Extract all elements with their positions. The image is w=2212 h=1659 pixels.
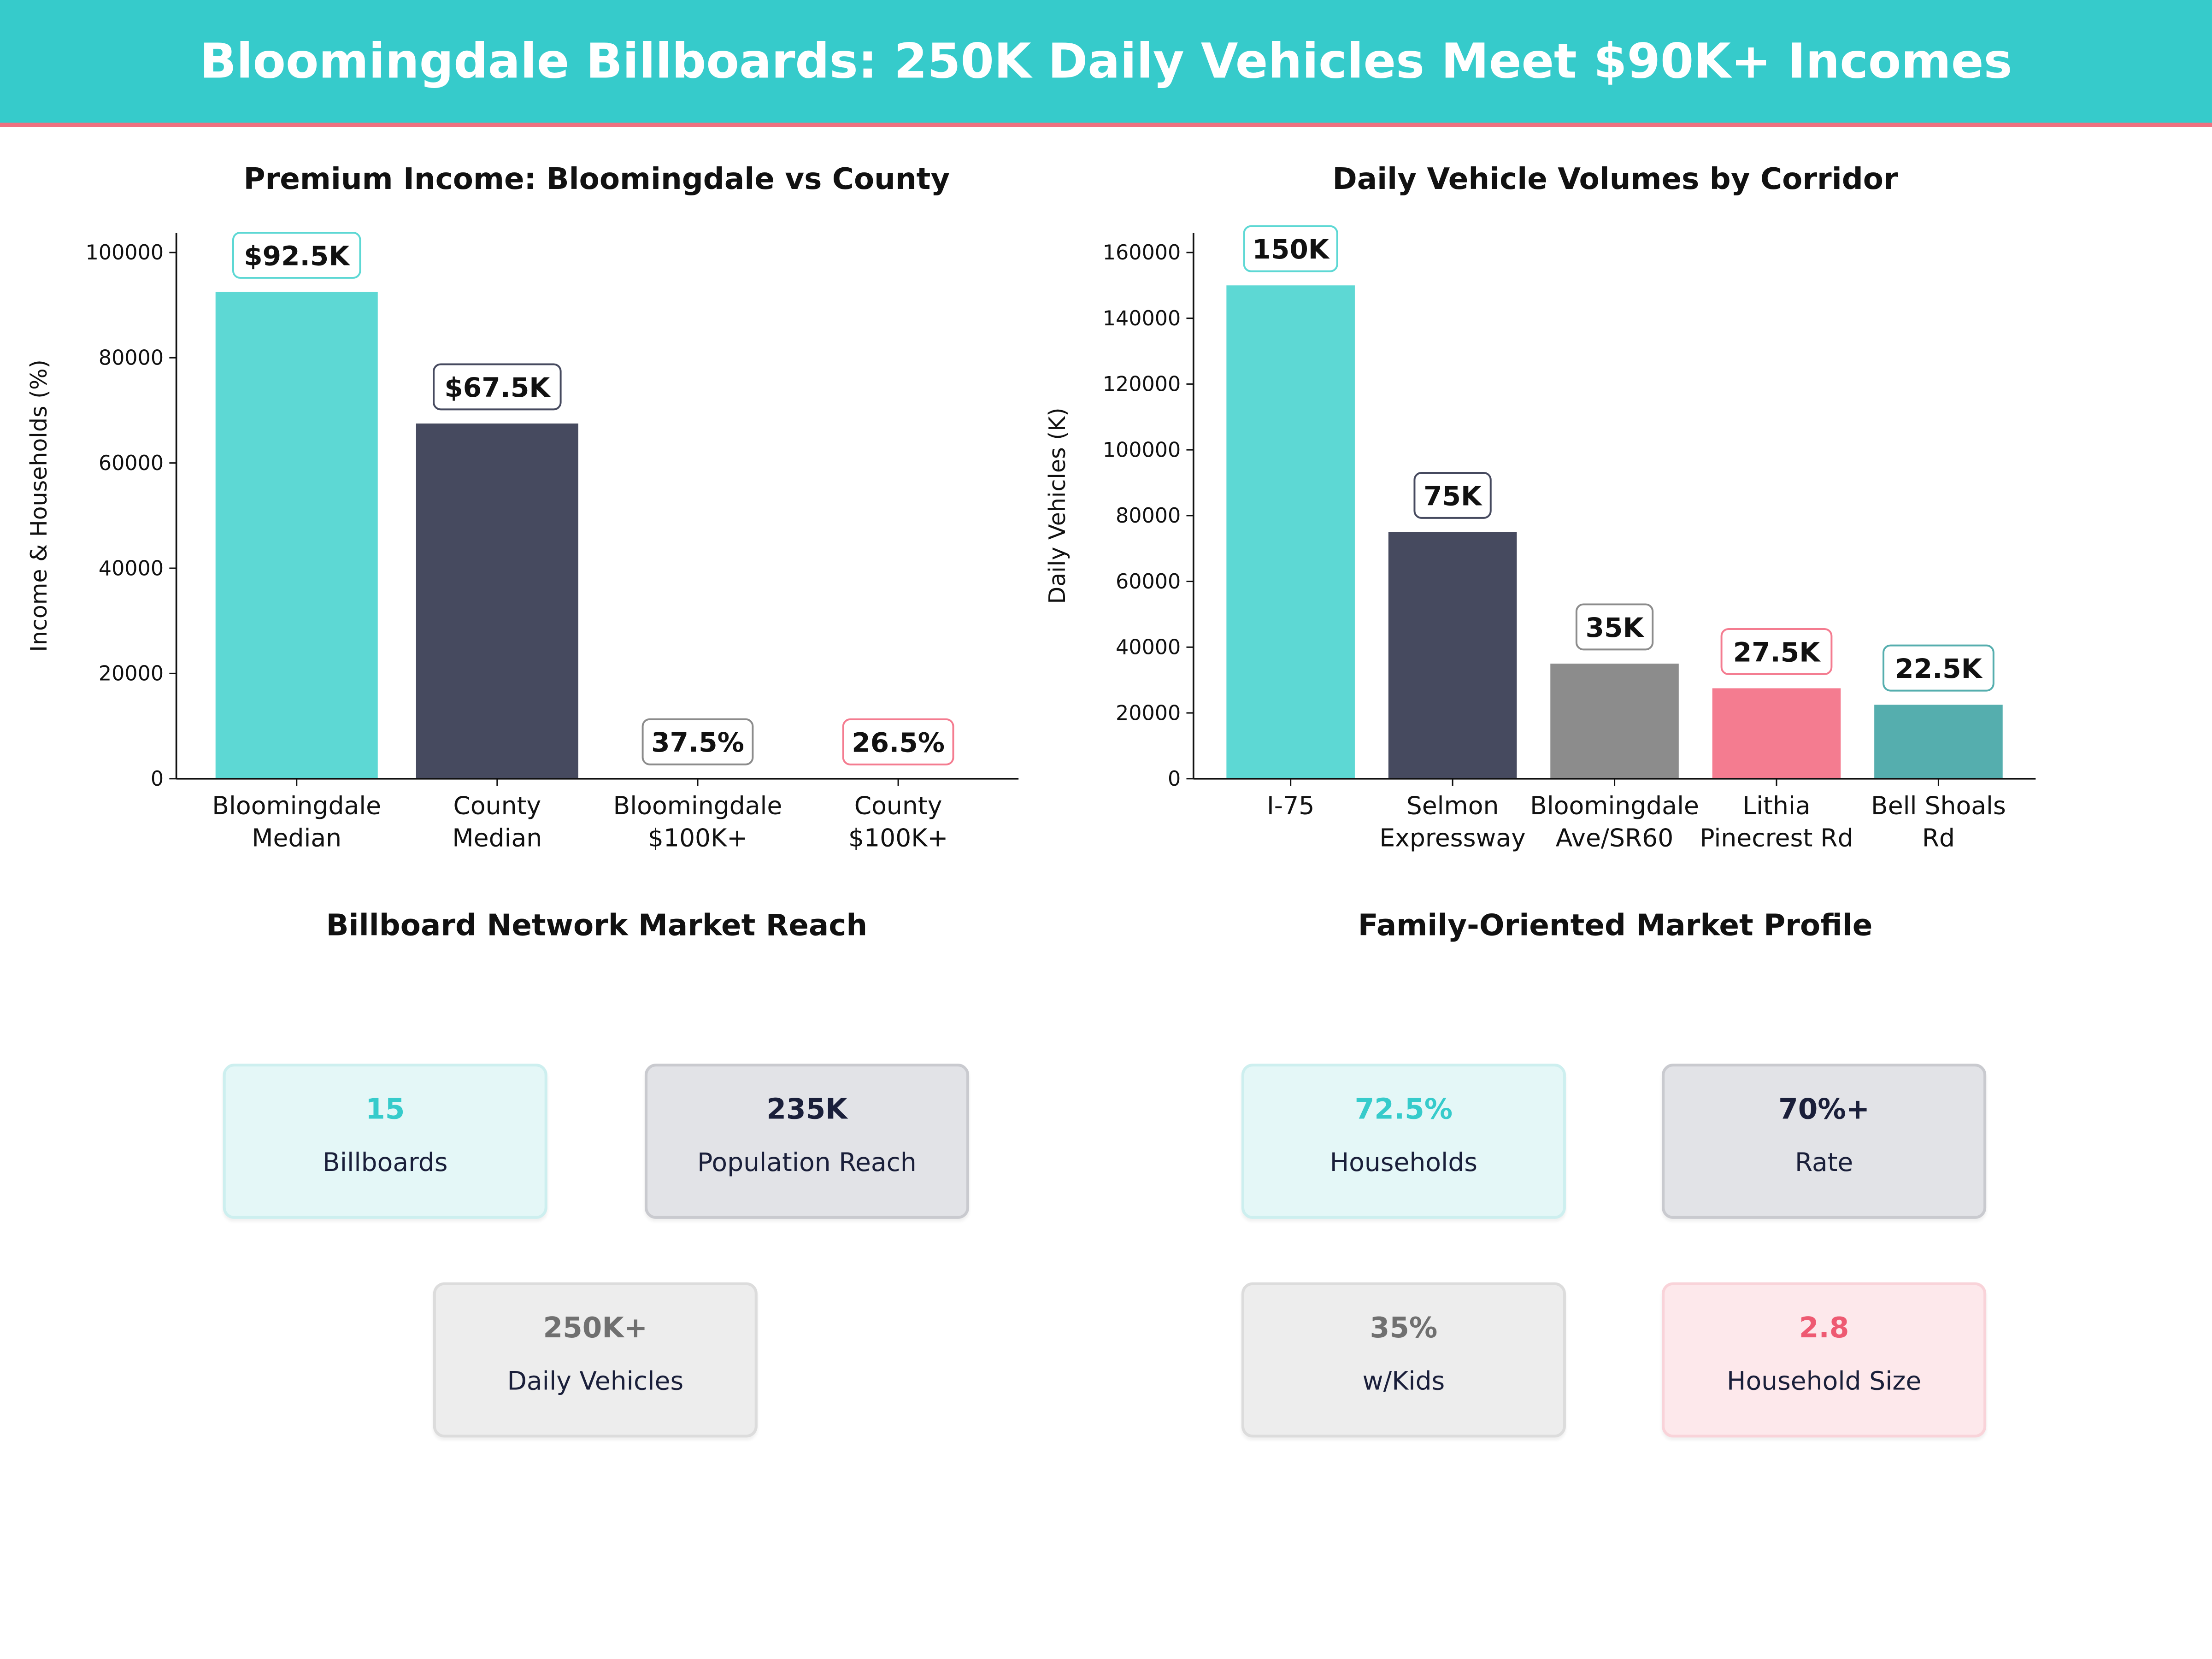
reach-card-population: 235K Population Reach <box>644 1064 970 1219</box>
profile-title: Family-Oriented Market Profile <box>1358 908 1873 942</box>
charts-canvas: $92.5K Bloomingdale Median $67.5K County Medi… <box>26 225 2036 853</box>
x-tick-label-1: Expressway <box>1379 824 1525 853</box>
profile-card-household-size: 2.8 Household Size <box>1662 1282 1987 1438</box>
card-value: 72.5% <box>1354 1092 1453 1126</box>
x-tick-label-2: Bloomingdale <box>1530 791 1699 820</box>
x-tick-label-3: $100K+ <box>848 824 948 853</box>
bar-0 <box>215 292 378 779</box>
bar-4 <box>1874 705 2003 779</box>
data-label-2: 37.5% <box>651 727 744 758</box>
card-value: 250K+ <box>543 1310 648 1345</box>
card-value: 2.8 <box>1799 1310 1849 1345</box>
x-tick-label-0: Median <box>252 824 341 853</box>
bar-0 <box>1226 285 1355 779</box>
card-value: 35% <box>1370 1310 1438 1345</box>
y-tick-label-6: 120000 <box>1103 373 1181 396</box>
x-tick-label-4: Rd <box>1922 824 1955 853</box>
y-tick-label-2: 40000 <box>1116 636 1181 659</box>
y-tick-label-7: 140000 <box>1103 307 1181 330</box>
profile-card-rate: 70%+ Rate <box>1662 1064 1987 1219</box>
y-tick-label-1: 20000 <box>1116 701 1181 725</box>
header-banner: Bloomingdale Billboards: 250K Daily Vehi… <box>0 0 2212 127</box>
bar-1 <box>416 424 578 779</box>
reach-card-billboards: 15 Billboards <box>223 1064 547 1219</box>
data-label-1: 75K <box>1424 480 1483 512</box>
card-label: Household Size <box>1727 1367 1922 1397</box>
data-label-box-2 <box>1575 603 1654 651</box>
y-tick-label-3: 60000 <box>1116 570 1181 594</box>
profile-card-households: 72.5% Households <box>1241 1064 1566 1219</box>
y-axis-label: Daily Vehicles (K) <box>1044 407 1071 604</box>
data-label-1: $67.5K <box>444 372 551 403</box>
card-label: Rate <box>1794 1148 1853 1178</box>
data-label-2: 35K <box>1586 612 1645 643</box>
y-tick-label-1: 20000 <box>99 662 164 686</box>
profile-card-kids: 35% w/Kids <box>1241 1282 1566 1438</box>
vehicle-chart-title: Daily Vehicle Volumes by Corridor <box>1332 162 1898 196</box>
x-tick-label-4: Bell Shoals <box>1871 791 2006 820</box>
x-tick-label-2: $100K+ <box>648 824 747 853</box>
x-tick-label-1: Median <box>452 824 542 853</box>
data-label-box-3 <box>842 718 954 765</box>
data-label-box-1 <box>433 363 562 411</box>
reach-card-vehicles: 250K+ Daily Vehicles <box>433 1282 758 1438</box>
card-label: Population Reach <box>697 1148 917 1178</box>
reach-title: Billboard Network Market Reach <box>326 908 868 942</box>
bar-1 <box>1388 532 1517 779</box>
card-label: Billboards <box>322 1148 448 1178</box>
x-tick-label-0: Bloomingdale <box>212 791 381 820</box>
x-tick-label-2: Ave/SR60 <box>1556 824 1674 853</box>
y-tick-label-5: 100000 <box>1103 438 1181 462</box>
card-label: w/Kids <box>1362 1367 1445 1397</box>
bar-2 <box>1550 663 1679 779</box>
x-tick-label-3: Lithia <box>1742 791 1810 820</box>
card-value: 15 <box>365 1092 405 1126</box>
y-tick-label-5: 100000 <box>86 241 164 265</box>
y-tick-label-0: 0 <box>1168 767 1181 791</box>
y-axis-label: Income & Households (%) <box>26 359 52 652</box>
card-label: Households <box>1330 1148 1478 1178</box>
x-tick-label-1: County <box>453 791 541 820</box>
bar-3 <box>1712 688 1841 779</box>
y-tick-label-3: 60000 <box>99 452 164 475</box>
data-label-box-0 <box>1243 225 1338 272</box>
y-tick-label-4: 80000 <box>99 347 164 370</box>
y-tick-label-2: 40000 <box>99 557 164 580</box>
x-tick-label-1: Selmon <box>1406 791 1499 820</box>
page-title: Bloomingdale Billboards: 250K Daily Vehi… <box>200 34 2012 90</box>
data-label-box-4 <box>1883 644 1994 692</box>
x-tick-label-3: County <box>854 791 942 820</box>
y-tick-label-4: 80000 <box>1116 504 1181 528</box>
data-label-box-3 <box>1720 628 1833 675</box>
card-label: Daily Vehicles <box>507 1367 684 1397</box>
data-label-0: $92.5K <box>244 240 350 271</box>
income-chart-title: Premium Income: Bloomingdale vs County <box>243 162 950 196</box>
card-value: 70%+ <box>1778 1092 1870 1126</box>
y-tick-label-8: 160000 <box>1103 241 1181 265</box>
x-tick-label-3: Pinecrest Rd <box>1700 824 1853 853</box>
x-tick-label-0: I-75 <box>1267 791 1314 820</box>
data-label-box-1 <box>1413 471 1492 519</box>
data-label-box-0 <box>232 231 361 279</box>
data-label-box-2 <box>641 718 754 765</box>
data-label-0: 150K <box>1252 234 1330 265</box>
data-label-3: 26.5% <box>852 727 945 758</box>
data-label-4: 22.5K <box>1895 653 1983 684</box>
y-tick-label-0: 0 <box>151 767 164 791</box>
data-label-3: 27.5K <box>1733 636 1821 668</box>
card-value: 235K <box>766 1092 847 1126</box>
x-tick-label-2: Bloomingdale <box>613 791 782 820</box>
